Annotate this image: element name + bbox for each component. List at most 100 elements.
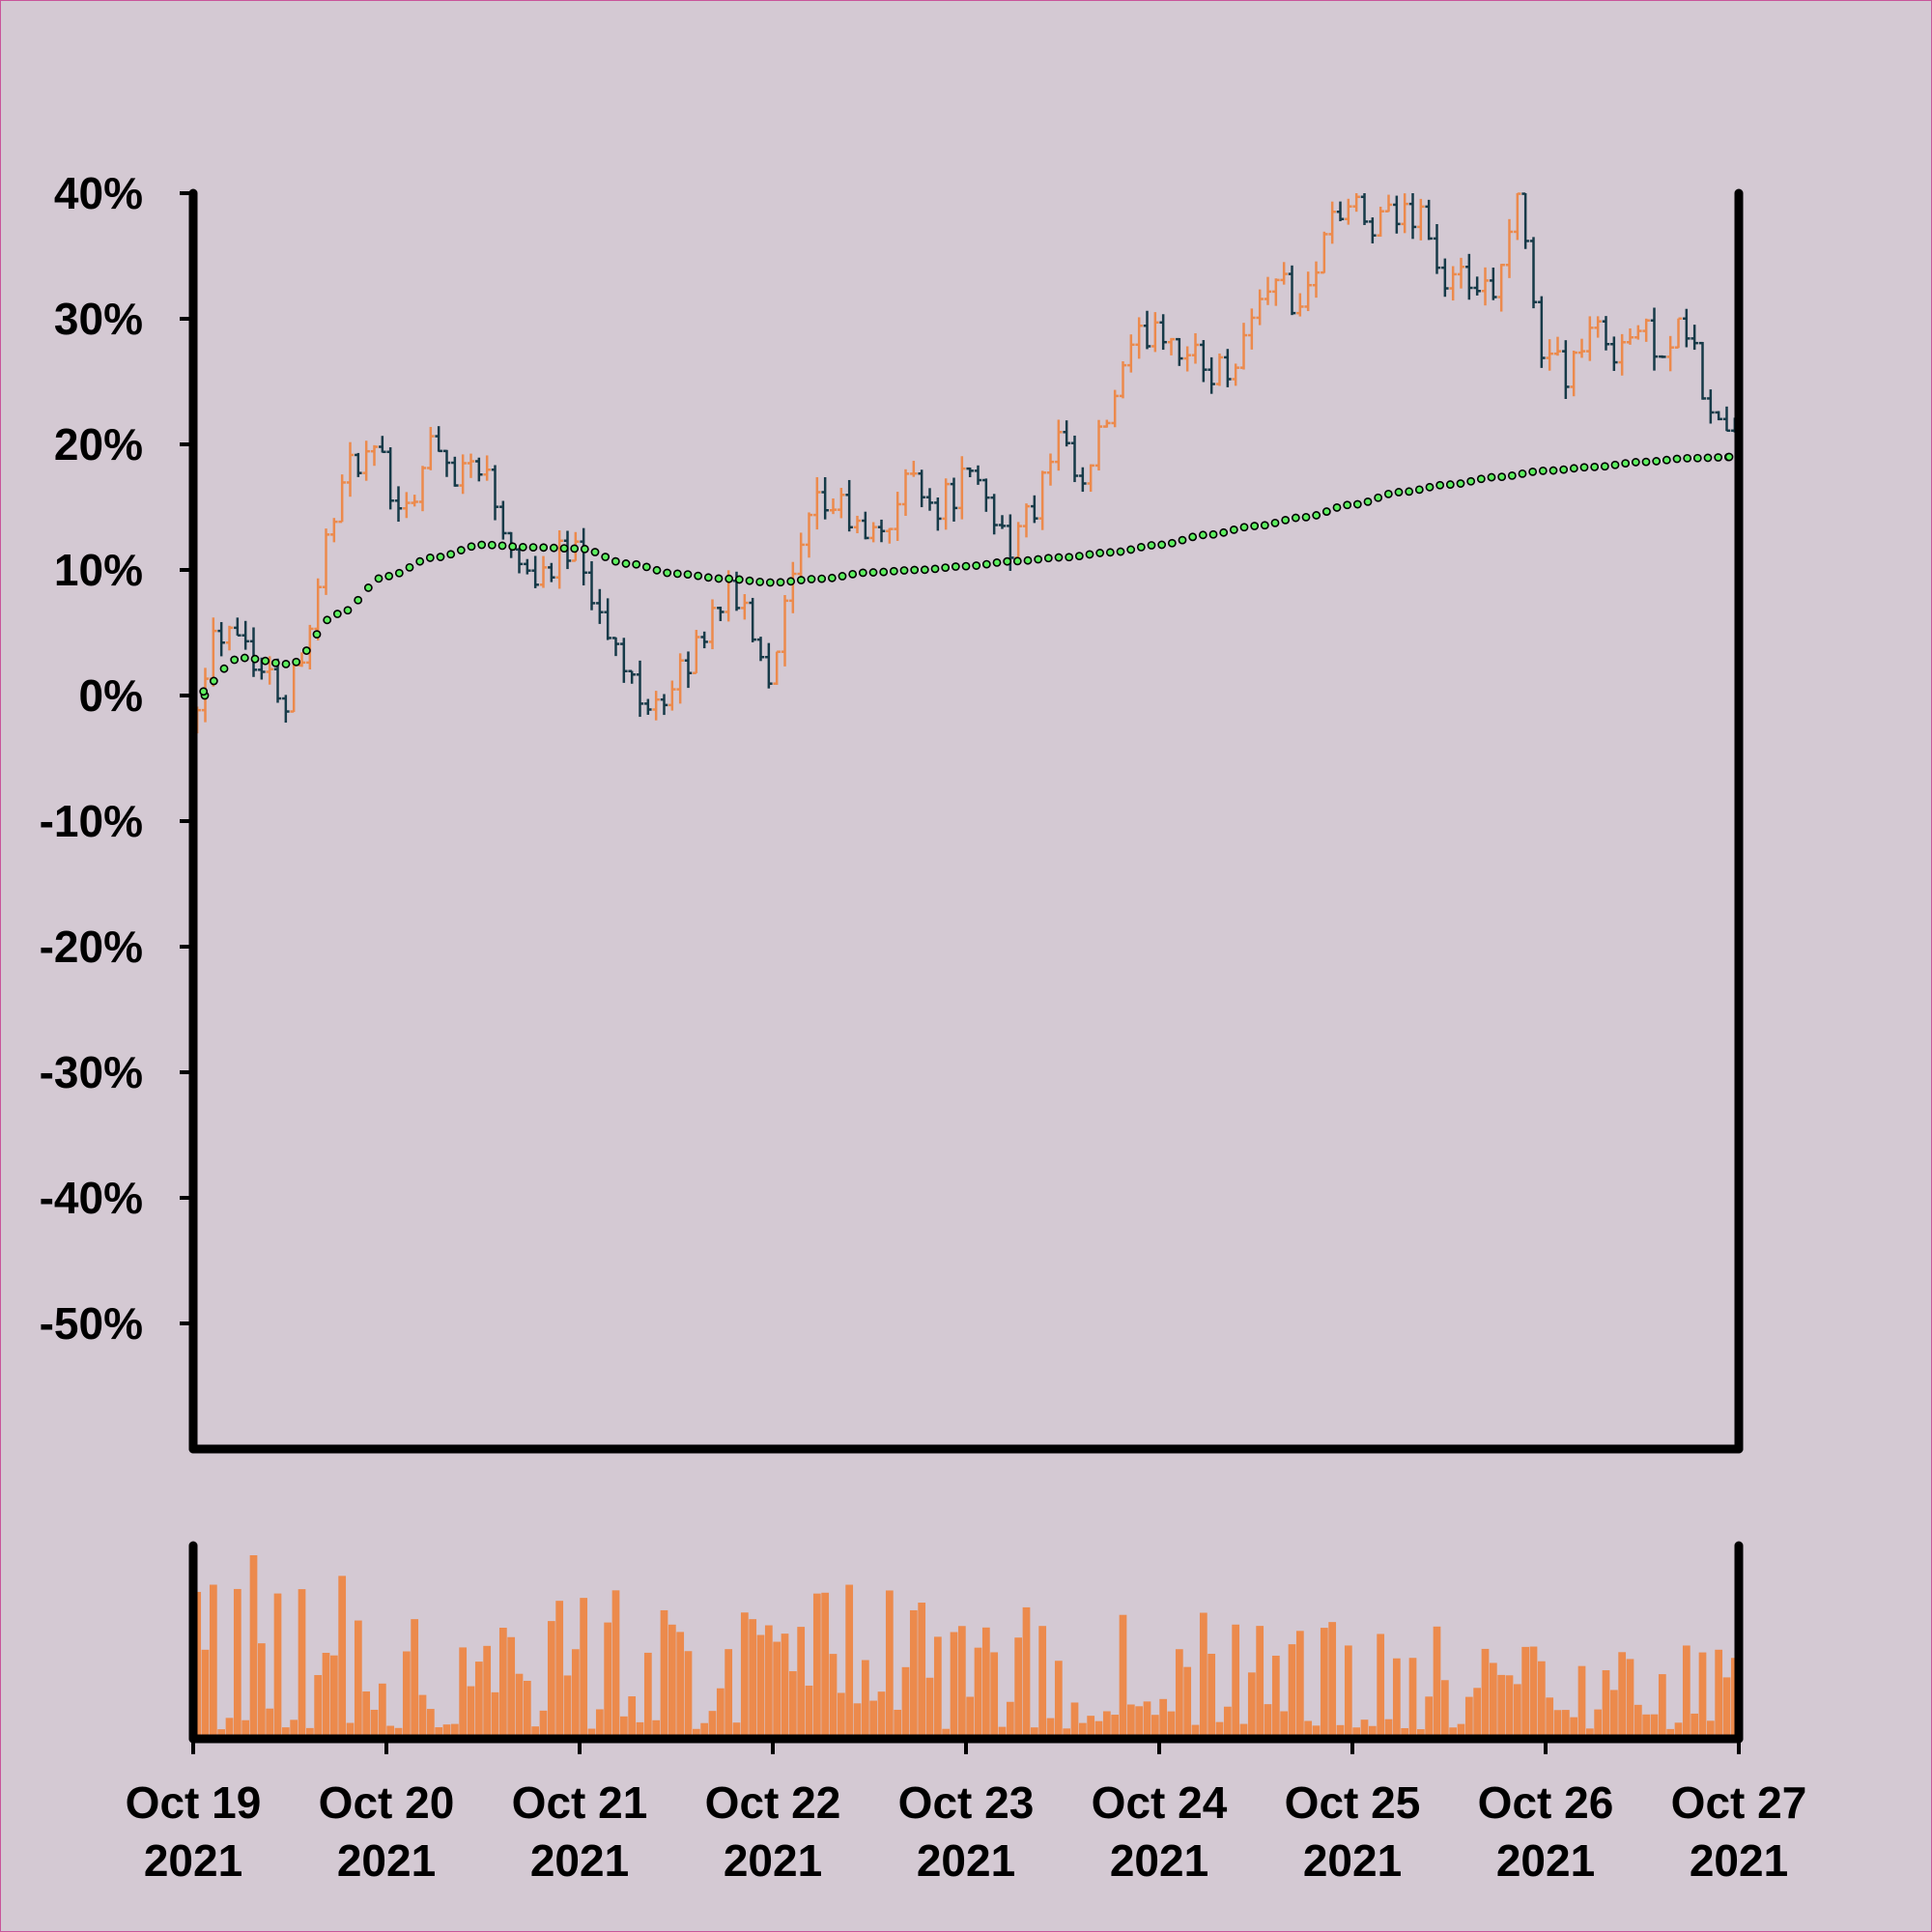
moving-average-point: [425, 554, 435, 562]
moving-average-point: [1147, 541, 1156, 550]
moving-average-point: [1343, 500, 1352, 510]
volume-bar: [362, 1690, 371, 1739]
volume-bar: [1295, 1631, 1304, 1739]
moving-average-point: [1321, 507, 1331, 516]
volume-bar: [1392, 1658, 1401, 1739]
volume-bar: [1006, 1701, 1014, 1739]
volume-bar: [1384, 1719, 1393, 1739]
moving-average-point: [1610, 460, 1620, 469]
volume-bar: [467, 1686, 475, 1739]
volume-bar: [1618, 1652, 1627, 1739]
moving-average-point: [1239, 523, 1249, 532]
y-tick-label: 0%: [79, 670, 143, 721]
volume-bar: [1553, 1710, 1562, 1739]
volume-bar: [1715, 1649, 1723, 1739]
volume-bar: [684, 1651, 693, 1739]
volume-bar: [1030, 1727, 1038, 1739]
x-axis: Oct 19 2021 Oct 20 2021 Oct 21 2021 Oct 22 2021…: [126, 1739, 1806, 1886]
volume-bar: [1022, 1606, 1031, 1739]
x-tick-label-year: 2021: [1496, 1835, 1595, 1886]
volume-bar: [233, 1588, 242, 1739]
volume-bar: [1377, 1634, 1385, 1739]
moving-average-point: [601, 553, 611, 561]
volume-bar: [749, 1619, 757, 1739]
moving-average-point: [858, 568, 867, 578]
volume-bar: [1368, 1725, 1377, 1739]
volume-bar: [1497, 1674, 1506, 1739]
y-tick-label: 30%: [54, 294, 143, 344]
volume-bar: [1063, 1728, 1071, 1739]
volume-bar: [1690, 1713, 1699, 1739]
moving-average-point: [1456, 479, 1465, 488]
moving-average-point: [1229, 525, 1238, 534]
volume-bar: [580, 1598, 588, 1739]
volume-bar: [1360, 1719, 1369, 1739]
volume-bar: [1094, 1720, 1103, 1739]
volume-bar: [531, 1726, 540, 1739]
volume-bar: [1232, 1624, 1240, 1739]
moving-average-point: [1528, 467, 1538, 476]
volume-bar: [354, 1620, 362, 1739]
moving-average-point: [1332, 503, 1342, 512]
volume-bar: [1440, 1680, 1449, 1739]
volume-bar: [1328, 1622, 1337, 1739]
moving-average-point: [672, 569, 682, 579]
volume-bar: [378, 1683, 386, 1739]
volume-bar: [1416, 1729, 1425, 1739]
volume-bar: [1054, 1661, 1063, 1739]
volume-bar: [1602, 1670, 1610, 1739]
volume-bar: [925, 1677, 934, 1739]
y-tick-label: -30%: [40, 1047, 143, 1097]
moving-average-point: [301, 646, 311, 655]
volume-bar: [322, 1653, 330, 1739]
x-tick-label: Oct 23: [898, 1777, 1035, 1828]
volume-bar: [764, 1625, 773, 1739]
moving-average-point: [796, 576, 806, 584]
moving-average-point: [1507, 471, 1517, 480]
moving-average-point: [920, 565, 929, 575]
volume-bar: [909, 1609, 918, 1739]
moving-average-point: [1312, 511, 1321, 520]
volume-bar: [547, 1621, 555, 1739]
volume-bar: [595, 1709, 604, 1739]
volume-bar: [1014, 1637, 1023, 1739]
volume-bar: [1208, 1653, 1216, 1739]
volume-bar: [1642, 1714, 1651, 1739]
volume-bar: [1513, 1684, 1521, 1739]
moving-average-point: [611, 556, 620, 566]
moving-average-point: [1559, 465, 1569, 474]
moving-average-point: [899, 566, 909, 575]
moving-average-point: [889, 566, 898, 576]
moving-average-point: [539, 543, 549, 553]
volume-bar: [450, 1723, 459, 1739]
volume-bar: [1191, 1724, 1200, 1739]
moving-average-point: [1662, 455, 1671, 465]
moving-average-point: [1476, 474, 1486, 484]
volume-bar: [692, 1728, 700, 1739]
volume-bar: [1352, 1727, 1361, 1739]
moving-average-point: [384, 571, 394, 581]
price-panel: 40% 30% 20% 10% 0% -10% -20% -30% -40% -50%: [40, 168, 1744, 1454]
moving-average-point: [1414, 485, 1424, 495]
moving-average-point: [250, 654, 260, 664]
moving-average-point: [776, 578, 785, 587]
moving-average-point: [456, 546, 466, 554]
moving-average-point: [1095, 549, 1105, 557]
moving-average-point: [292, 657, 301, 667]
volume-bar: [1143, 1701, 1151, 1739]
moving-average-point: [652, 565, 662, 575]
volume-bar: [411, 1619, 419, 1739]
volume-bar: [587, 1728, 596, 1739]
y-tick-label: -50%: [40, 1298, 143, 1349]
moving-average-point: [1003, 556, 1012, 566]
y-tick-label: -20%: [40, 922, 143, 972]
moving-average-point: [1250, 522, 1260, 530]
volume-bar: [1119, 1614, 1127, 1739]
moving-average-point: [786, 577, 796, 586]
volume-bar: [498, 1628, 507, 1739]
moving-average-point: [1383, 489, 1393, 498]
volume-bar: [1271, 1655, 1280, 1739]
moving-average-point: [724, 574, 734, 583]
volume-bar: [507, 1636, 516, 1739]
